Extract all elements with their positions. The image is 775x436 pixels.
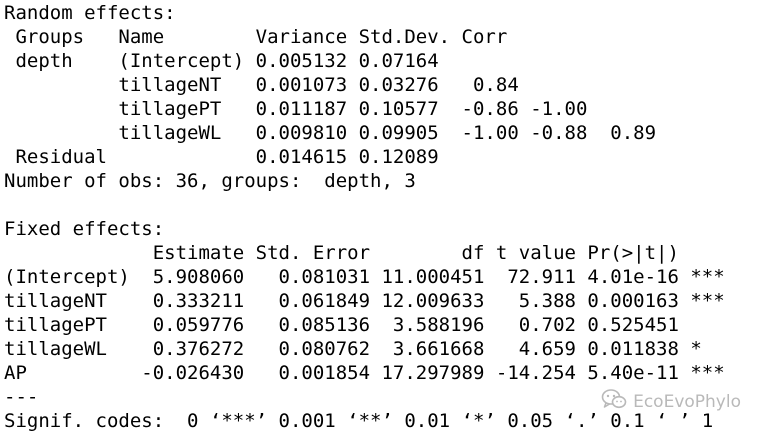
watermark: EcoEvoPhylo <box>601 388 741 415</box>
random-effects-row-tillagewl: tillageWL 0.009810 0.09905 -1.00 -0.88 0… <box>4 122 657 144</box>
fixed-effects-header-row: Estimate Std. Error df t value Pr(>|t|) <box>4 242 679 264</box>
fixed-effects-row-intercept: (Intercept) 5.908060 0.081031 11.000451 … <box>4 266 725 288</box>
console-output: Random effects: Groups Name Variance Std… <box>4 1 725 433</box>
fixed-effects-row-tillagent: tillageNT 0.333211 0.061849 12.009633 5.… <box>4 290 725 312</box>
signif-codes-legend: Signif. codes: 0 ‘***’ 0.001 ‘**’ 0.01 ‘… <box>4 410 714 432</box>
watermark-text: EcoEvoPhylo <box>633 391 741 412</box>
fixed-effects-row-ap: AP -0.026430 0.001854 17.297989 -14.254 … <box>4 362 725 384</box>
random-effects-row-intercept: depth (Intercept) 0.005132 0.07164 <box>4 50 439 72</box>
random-effects-row-residual: Residual 0.014615 0.12089 <box>4 146 439 168</box>
random-effects-row-tillagept: tillagePT 0.011187 0.10577 -0.86 -1.00 <box>4 98 588 120</box>
random-effects-header-row: Groups Name Variance Std.Dev. Corr <box>4 26 508 48</box>
blank-line <box>4 193 725 217</box>
wechat-icon <box>601 388 627 415</box>
random-effects-heading: Random effects: <box>4 2 176 24</box>
observations-summary: Number of obs: 36, groups: depth, 3 <box>4 170 416 192</box>
fixed-effects-row-tillagept: tillagePT 0.059776 0.085136 3.588196 0.7… <box>4 314 679 336</box>
random-effects-row-tillagent: tillageNT 0.001073 0.03276 0.84 <box>4 74 519 96</box>
fixed-effects-row-tillagewl: tillageWL 0.376272 0.080762 3.661668 4.6… <box>4 338 702 360</box>
separator-line: --- <box>4 386 39 408</box>
fixed-effects-heading: Fixed effects: <box>4 218 165 240</box>
